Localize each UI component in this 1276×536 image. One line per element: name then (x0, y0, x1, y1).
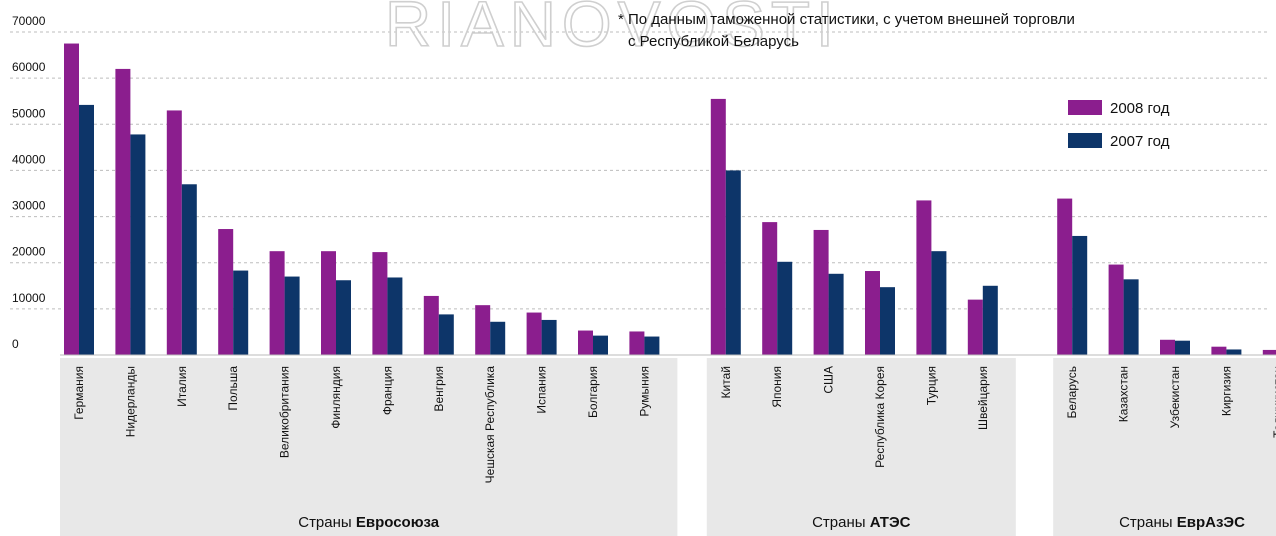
bar-2008 (166, 110, 182, 355)
bar-2008 (629, 331, 645, 355)
bar-2007 (1123, 279, 1139, 355)
y-tick-label: 30000 (12, 199, 46, 213)
bar-2007 (644, 336, 660, 355)
bar-2007 (233, 270, 249, 355)
footnote-line-1: * По данным таможенной статистики, с уче… (618, 11, 1075, 28)
bar-2008 (475, 305, 491, 355)
bar-2008 (115, 68, 131, 356)
bar-2007 (725, 170, 741, 355)
group-bands (60, 358, 1276, 536)
bar-2008 (526, 312, 542, 355)
y-tick-label: 50000 (12, 106, 46, 120)
bar-2007 (387, 277, 403, 355)
x-tick-label: Киргизия (1219, 366, 1233, 416)
x-tick-label: Финляндия (329, 366, 343, 429)
bar-2007 (181, 184, 197, 355)
y-axis: 0 10000 20000 30000 40000 50000 60000 70000 (12, 14, 46, 351)
x-tick-label: США (822, 366, 836, 394)
bar-2007 (880, 287, 895, 355)
bar-2008 (1057, 198, 1073, 355)
group-band (60, 358, 678, 536)
bar-2007 (593, 335, 608, 355)
x-tick-label: Чешская Республика (483, 366, 497, 484)
bar-2007 (284, 276, 300, 355)
bar-2007 (931, 251, 947, 355)
bar-2007 (336, 280, 351, 355)
y-tick-label: 0 (12, 337, 19, 351)
bar-2008 (762, 222, 778, 355)
bar-2007 (982, 285, 998, 355)
watermark-text: RIANOVOSTI (385, 0, 840, 60)
bar-2007 (1226, 349, 1242, 355)
x-tick-label: Китай (719, 366, 733, 398)
bar-2008 (1211, 346, 1227, 355)
x-axis: Германия Нидерланды Италия Польша Великобрит… (72, 366, 1276, 484)
y-tick-label: 10000 (12, 291, 46, 305)
bar-2008 (218, 229, 234, 355)
bar-2008 (578, 330, 593, 355)
x-tick-label: Венгрия (432, 366, 446, 412)
x-tick-label: Польша (226, 366, 240, 411)
group-band (706, 358, 1016, 536)
bar-2008 (269, 251, 285, 355)
y-tick-label: 40000 (12, 152, 46, 166)
x-tick-label: Швейцария (976, 366, 990, 430)
bar-2007 (130, 134, 146, 355)
bar-2007 (777, 261, 793, 355)
x-tick-label: Великобритания (278, 366, 292, 458)
group-label: Страны Евросоюза (298, 514, 440, 531)
bar-2007 (438, 314, 454, 355)
group-label: Страны АТЭС (812, 514, 911, 531)
x-tick-label: Румыния (637, 366, 651, 417)
x-tick-label: Испания (535, 366, 549, 414)
x-tick-label: Республика Корея (873, 366, 887, 468)
legend: 2008 год 2007 год (1068, 100, 1170, 150)
x-tick-label: Таджикистан (1271, 366, 1276, 438)
bar-2007 (79, 104, 94, 355)
y-tick-label: 60000 (12, 60, 46, 74)
bar-2007 (1072, 235, 1088, 355)
y-tick-label: 70000 (12, 14, 46, 28)
x-tick-label: Германия (72, 366, 86, 420)
x-tick-label: Беларусь (1065, 366, 1079, 418)
legend-swatch-2008 (1068, 100, 1102, 115)
bar-2008 (967, 299, 983, 355)
bar-2008 (64, 43, 79, 356)
bar-2008 (710, 98, 726, 356)
y-tick-label: 20000 (12, 245, 46, 259)
legend-swatch-2007 (1068, 133, 1102, 148)
group-labels: Страны Евросоюза Страны АТЭС Страны ЕврАзЭ… (298, 514, 1245, 531)
x-tick-label: Италия (175, 366, 189, 407)
group-band (1053, 358, 1276, 536)
x-tick-label: Япония (770, 366, 784, 408)
bar-2008 (1160, 339, 1175, 355)
bar-2008 (321, 251, 336, 355)
x-tick-label: Болгария (586, 366, 600, 418)
legend-label-2007: 2007 год (1110, 133, 1170, 150)
bar-2008 (865, 271, 880, 355)
x-tick-label: Узбекистан (1168, 366, 1182, 428)
x-tick-label: Турция (924, 366, 938, 405)
bar-2008 (813, 229, 829, 355)
footnote-line-2: с Республикой Беларусь (628, 33, 799, 50)
bar-2007 (1175, 340, 1190, 355)
bar-2008 (423, 295, 439, 355)
bar-2007 (490, 321, 506, 355)
legend-label-2008: 2008 год (1110, 100, 1170, 117)
bar-2007 (541, 319, 557, 355)
bar-2008 (916, 200, 932, 355)
x-tick-label: Казахстан (1117, 366, 1131, 422)
bar-2007 (828, 273, 844, 355)
group-label: Страны ЕврАзЭС (1119, 514, 1245, 531)
bars (60, 43, 1276, 356)
bar-2008 (1108, 264, 1124, 355)
bar-2008 (372, 252, 388, 355)
x-tick-label: Нидерланды (123, 366, 137, 437)
bar-2008 (1262, 349, 1276, 355)
x-tick-label: Франция (380, 366, 394, 415)
